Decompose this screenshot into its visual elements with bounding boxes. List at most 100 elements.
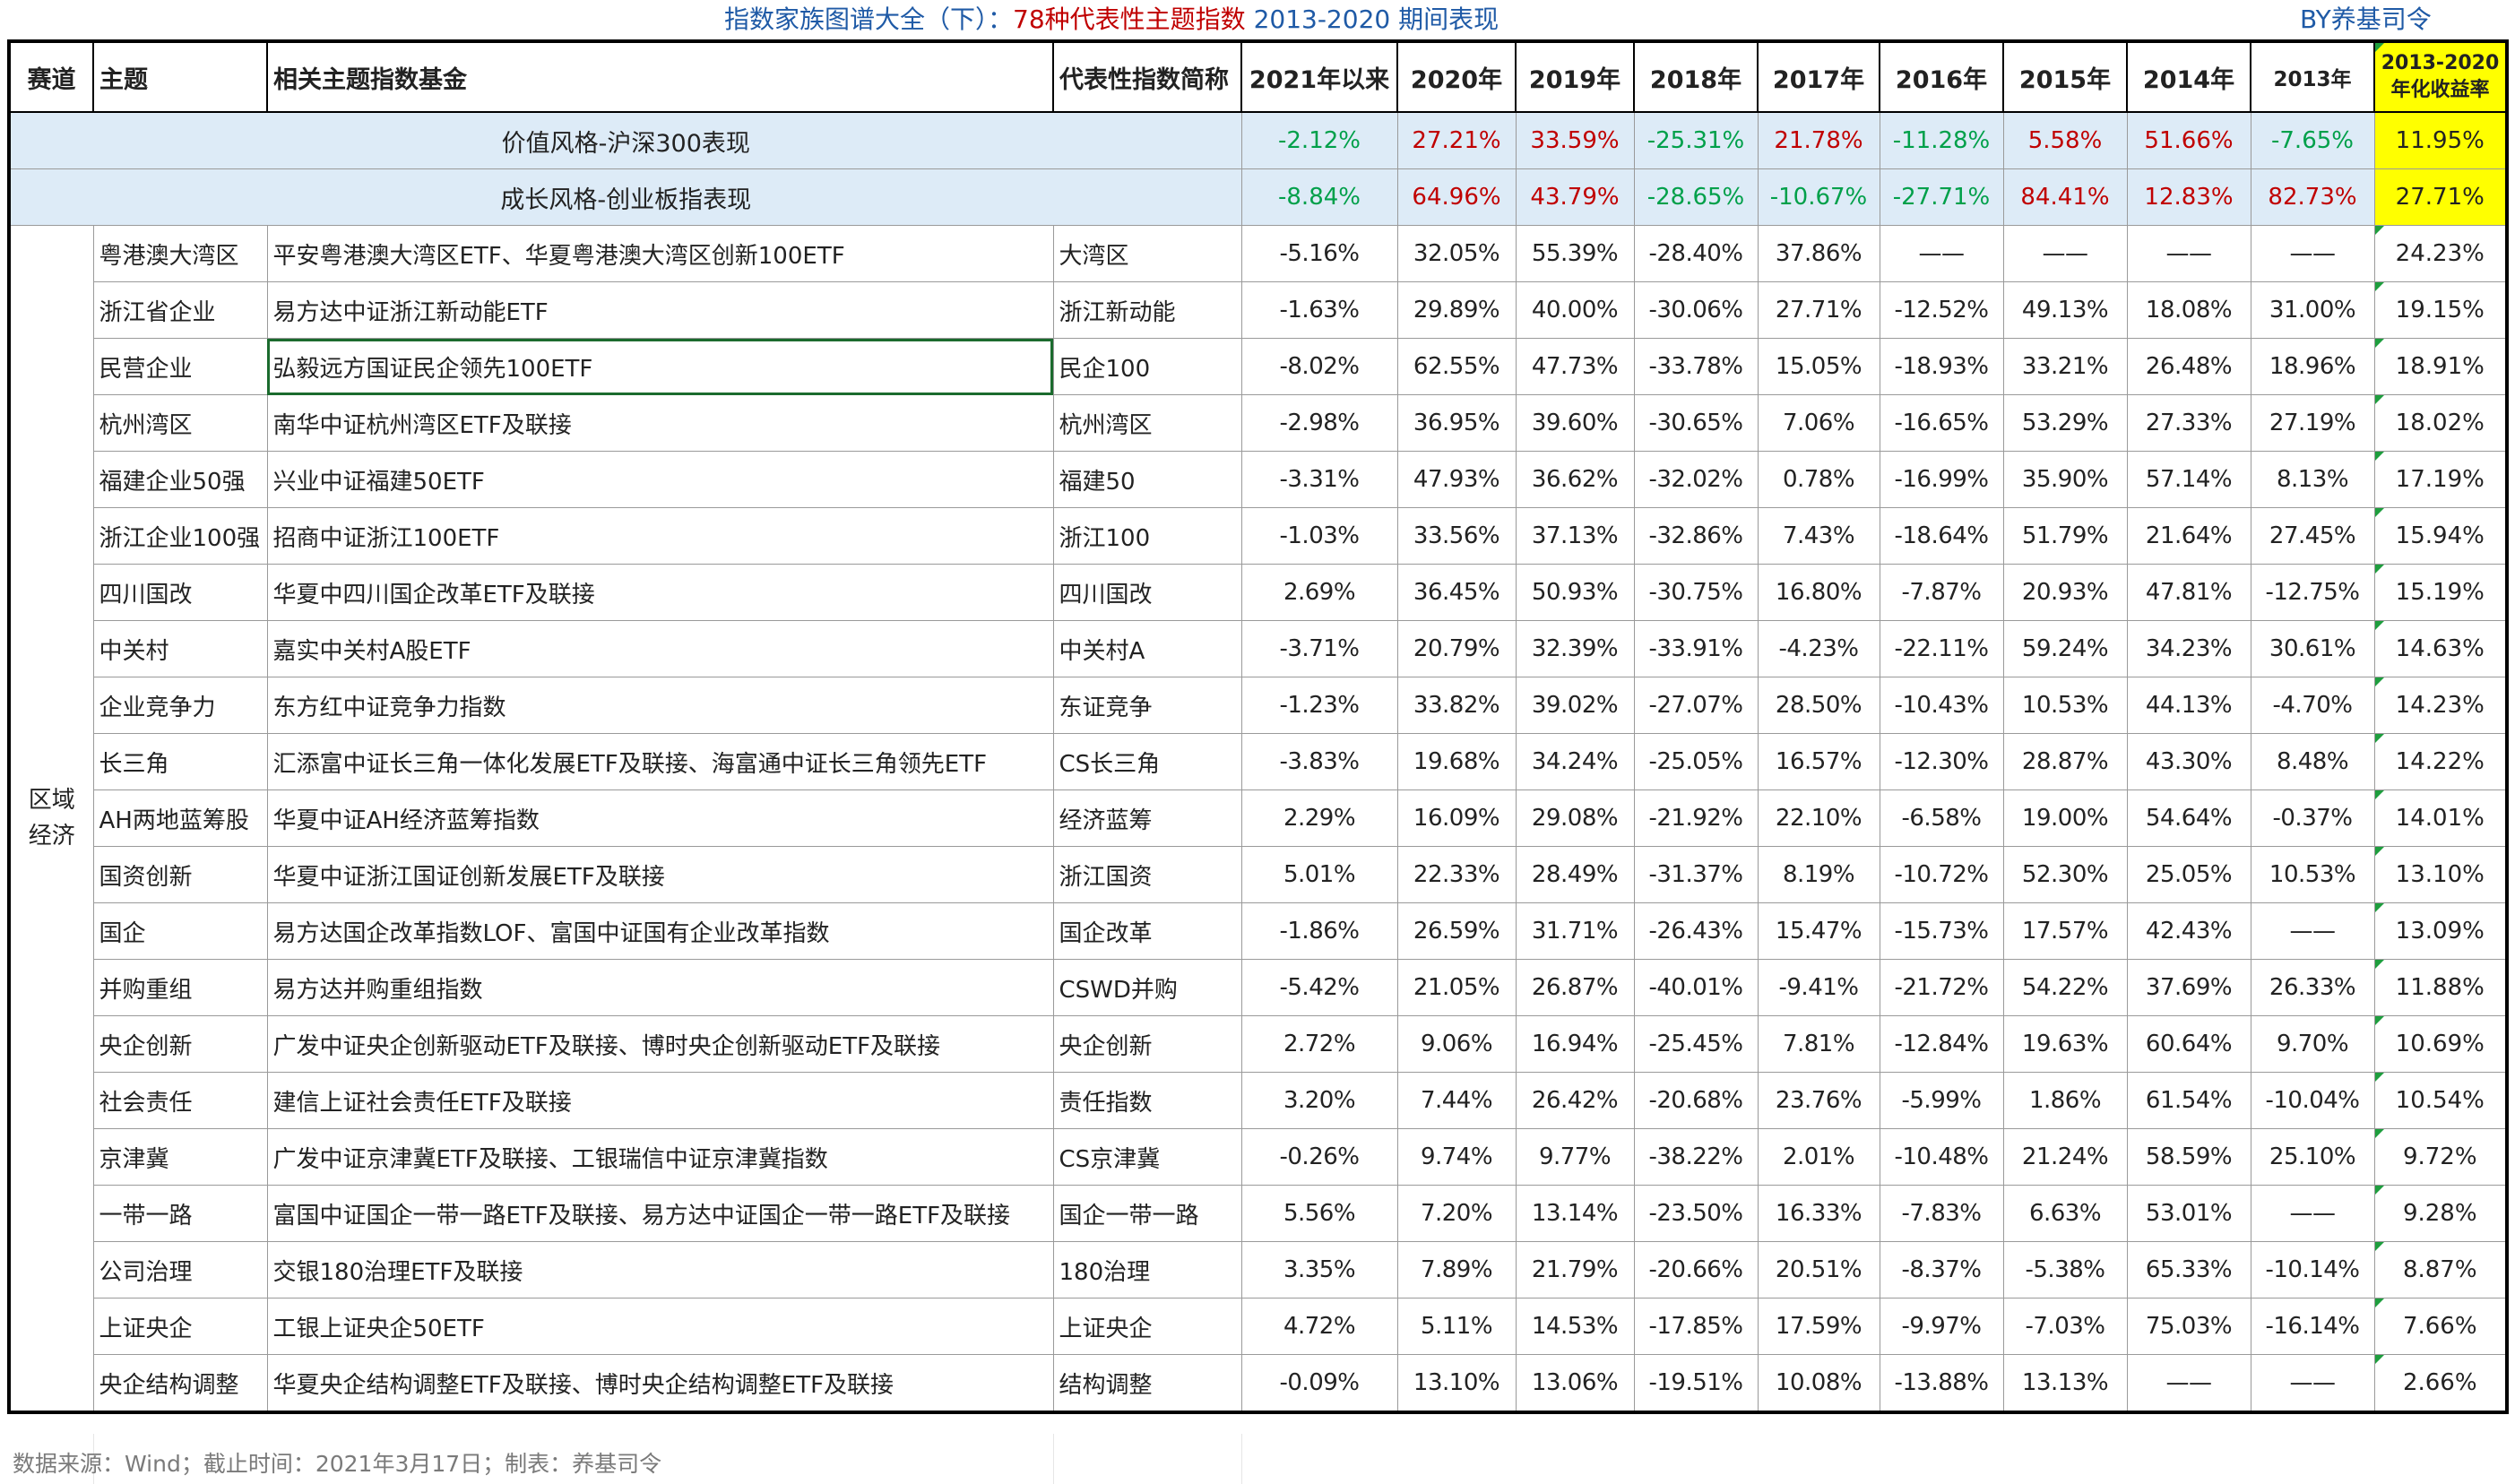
return-cell[interactable]: -27.07%	[1633, 677, 1759, 734]
return-cell[interactable]: 26.59%	[1396, 902, 1517, 960]
return-cell[interactable]: 8.13%	[2250, 451, 2375, 508]
return-cell[interactable]: 20.51%	[1757, 1241, 1880, 1298]
benchmark-value[interactable]: -10.67%	[1757, 168, 1880, 226]
return-cell[interactable]: ——	[2126, 1354, 2251, 1413]
return-cell[interactable]: -30.65%	[1633, 394, 1759, 452]
header-2020[interactable]: 2020年	[1396, 40, 1517, 113]
return-cell[interactable]: 19.00%	[2002, 789, 2128, 847]
return-cell[interactable]: 19.68%	[1396, 733, 1517, 790]
return-cell[interactable]: -7.87%	[1879, 564, 2004, 621]
return-cell[interactable]: 13.14%	[1515, 1185, 1635, 1242]
return-cell[interactable]: 28.87%	[2002, 733, 2128, 790]
return-cell[interactable]: 53.01%	[2126, 1185, 2251, 1242]
return-cell[interactable]: 15.47%	[1757, 902, 1880, 960]
fund-cell[interactable]: 易方达并购重组指数	[266, 959, 1054, 1016]
return-cell[interactable]: 36.95%	[1396, 394, 1517, 452]
return-cell[interactable]: 25.10%	[2250, 1128, 2375, 1186]
header-index-short[interactable]: 代表性指数简称	[1052, 40, 1242, 113]
return-cell[interactable]: ——	[2250, 225, 2375, 282]
return-cell[interactable]: -9.97%	[1879, 1298, 2004, 1355]
index-cell[interactable]: 国企改革	[1052, 902, 1242, 960]
fund-cell[interactable]: 华夏中四川国企改革ETF及联接	[266, 564, 1054, 621]
benchmark-value[interactable]: -27.71%	[1879, 168, 2004, 226]
return-cell[interactable]: 33.82%	[1396, 677, 1517, 734]
return-cell[interactable]: 36.62%	[1515, 451, 1635, 508]
index-cell[interactable]: 上证央企	[1052, 1298, 1242, 1355]
return-cell[interactable]: 37.13%	[1515, 507, 1635, 565]
return-cell[interactable]: 51.79%	[2002, 507, 2128, 565]
return-cell[interactable]: 42.43%	[2126, 902, 2251, 960]
return-cell[interactable]: 25.05%	[2126, 846, 2251, 903]
return-cell[interactable]: 13.06%	[1515, 1354, 1635, 1413]
return-cell[interactable]: 8.48%	[2250, 733, 2375, 790]
benchmark-annual[interactable]: 11.95%	[2373, 111, 2508, 169]
index-cell[interactable]: 杭州湾区	[1052, 394, 1242, 452]
return-cell[interactable]: -4.70%	[2250, 677, 2375, 734]
theme-cell[interactable]: 福建企业50强	[92, 451, 268, 508]
return-cell[interactable]: 55.39%	[1515, 225, 1635, 282]
return-cell[interactable]: 7.89%	[1396, 1241, 1517, 1298]
benchmark-value[interactable]: -11.28%	[1879, 111, 2004, 169]
theme-cell[interactable]: 上证央企	[92, 1298, 268, 1355]
return-cell[interactable]: 33.56%	[1396, 507, 1517, 565]
return-cell[interactable]: 13.10%	[1396, 1354, 1517, 1413]
return-cell[interactable]: -8.02%	[1240, 338, 1398, 395]
return-cell[interactable]: 32.05%	[1396, 225, 1517, 282]
header-annual-return[interactable]: 2013-2020 年化收益率	[2373, 40, 2508, 113]
annual-return-cell[interactable]: 24.23%	[2373, 225, 2508, 282]
return-cell[interactable]: 75.03%	[2126, 1298, 2251, 1355]
return-cell[interactable]: 58.59%	[2126, 1128, 2251, 1186]
theme-cell[interactable]: 社会责任	[92, 1072, 268, 1129]
fund-cell[interactable]: 建信上证社会责任ETF及联接	[266, 1072, 1054, 1129]
index-cell[interactable]: 福建50	[1052, 451, 1242, 508]
header-2013[interactable]: 2013年	[2250, 40, 2375, 113]
benchmark-label[interactable]: 价值风格-沪深300表现	[8, 111, 1242, 169]
return-cell[interactable]: 5.11%	[1396, 1298, 1517, 1355]
annual-return-cell[interactable]: 10.54%	[2373, 1072, 2508, 1129]
return-cell[interactable]: 5.01%	[1240, 846, 1398, 903]
return-cell[interactable]: 26.87%	[1515, 959, 1635, 1016]
theme-cell[interactable]: 央企创新	[92, 1015, 268, 1073]
index-cell[interactable]: 四川国改	[1052, 564, 1242, 621]
return-cell[interactable]: -16.65%	[1879, 394, 2004, 452]
header-2018[interactable]: 2018年	[1633, 40, 1759, 113]
return-cell[interactable]: -32.86%	[1633, 507, 1759, 565]
return-cell[interactable]: ——	[2250, 1354, 2375, 1413]
benchmark-value[interactable]: -7.65%	[2250, 111, 2375, 169]
benchmark-value[interactable]: 33.59%	[1515, 111, 1635, 169]
fund-cell[interactable]: 弘毅远方国证民企领先100ETF	[266, 338, 1054, 395]
return-cell[interactable]: 60.64%	[2126, 1015, 2251, 1073]
header-2014[interactable]: 2014年	[2126, 40, 2251, 113]
index-cell[interactable]: 浙江新动能	[1052, 281, 1242, 339]
benchmark-value[interactable]: -28.65%	[1633, 168, 1759, 226]
return-cell[interactable]: 7.06%	[1757, 394, 1880, 452]
return-cell[interactable]: 47.93%	[1396, 451, 1517, 508]
return-cell[interactable]: -30.75%	[1633, 564, 1759, 621]
index-cell[interactable]: 民企100	[1052, 338, 1242, 395]
return-cell[interactable]: -10.14%	[2250, 1241, 2375, 1298]
index-cell[interactable]: 国企一带一路	[1052, 1185, 1242, 1242]
return-cell[interactable]: -40.01%	[1633, 959, 1759, 1016]
return-cell[interactable]: -10.04%	[2250, 1072, 2375, 1129]
header-fund[interactable]: 相关主题指数基金	[266, 40, 1054, 113]
annual-return-cell[interactable]: 14.23%	[2373, 677, 2508, 734]
theme-cell[interactable]: 四川国改	[92, 564, 268, 621]
theme-cell[interactable]: 民营企业	[92, 338, 268, 395]
return-cell[interactable]: -32.02%	[1633, 451, 1759, 508]
return-cell[interactable]: 26.48%	[2126, 338, 2251, 395]
return-cell[interactable]: -5.16%	[1240, 225, 1398, 282]
return-cell[interactable]: 31.71%	[1515, 902, 1635, 960]
annual-return-cell[interactable]: 7.66%	[2373, 1298, 2508, 1355]
return-cell[interactable]: -20.68%	[1633, 1072, 1759, 1129]
return-cell[interactable]: -5.99%	[1879, 1072, 2004, 1129]
index-cell[interactable]: 央企创新	[1052, 1015, 1242, 1073]
return-cell[interactable]: 16.33%	[1757, 1185, 1880, 1242]
return-cell[interactable]: 7.43%	[1757, 507, 1880, 565]
theme-cell[interactable]: 浙江省企业	[92, 281, 268, 339]
return-cell[interactable]: -0.09%	[1240, 1354, 1398, 1413]
return-cell[interactable]: 5.56%	[1240, 1185, 1398, 1242]
return-cell[interactable]: 33.21%	[2002, 338, 2128, 395]
return-cell[interactable]: ——	[2250, 1185, 2375, 1242]
return-cell[interactable]: -25.45%	[1633, 1015, 1759, 1073]
theme-cell[interactable]: 公司治理	[92, 1241, 268, 1298]
